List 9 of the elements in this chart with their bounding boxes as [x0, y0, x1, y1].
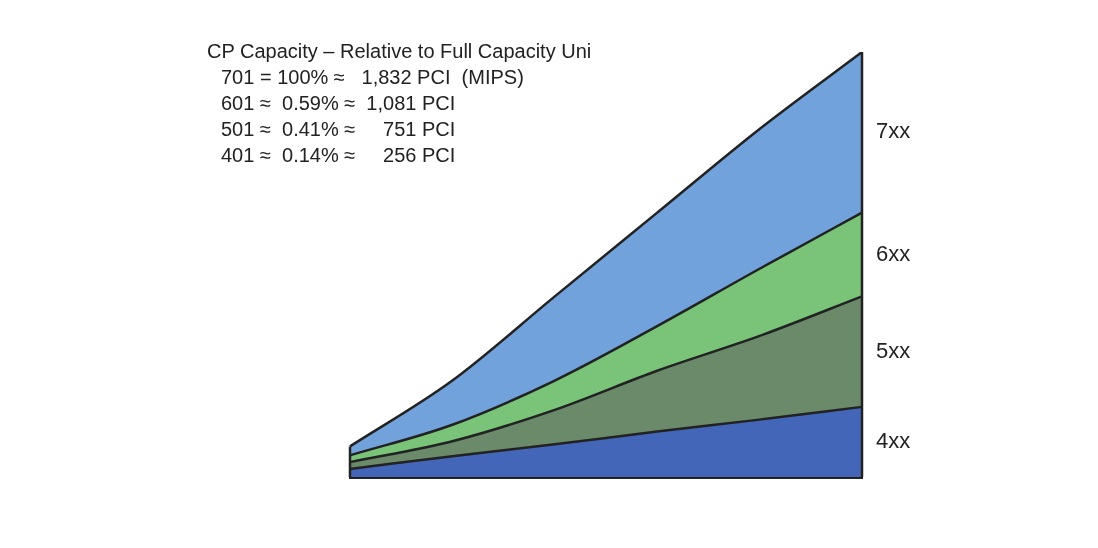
series-label: 7xx: [876, 118, 911, 144]
annotation: 401 ≈ 0.14% ≈ 256 PCI: [220, 143, 457, 168]
series-label: 5xx: [876, 337, 911, 363]
annotation: 701 = 100% ≈ 1,832 PCI (MIPS): [220, 65, 525, 90]
series-label: 6xx: [876, 240, 911, 266]
annotation: 501 ≈ 0.41% ≈ 751 PCI: [220, 117, 457, 142]
chart-title: CP Capacity – Relative to Full Capacity Uni: [207, 39, 592, 64]
series-label: 4xx: [876, 428, 911, 453]
annotation: 601 ≈ 0.59% ≈ 1,081 PCI: [220, 91, 457, 116]
